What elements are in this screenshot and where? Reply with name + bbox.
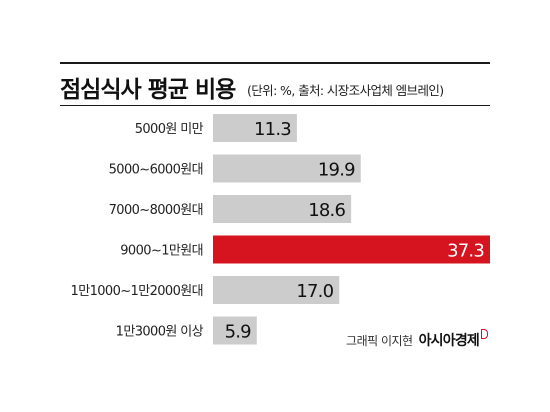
bar-value-label: 5.9 <box>225 322 252 343</box>
footer: 그래픽 이지현 아시아경제 <box>346 329 488 350</box>
bar-value-label: 11.3 <box>254 119 291 140</box>
graphic-credit: 그래픽 이지현 <box>346 334 413 348</box>
bar <box>213 195 352 223</box>
bar <box>213 114 297 142</box>
category-label: 5000~6000원대 <box>109 163 203 178</box>
bar-value-label: 37.3 <box>447 241 484 262</box>
bar-value-label: 18.6 <box>308 200 345 221</box>
brand-logo: 아시아경제 <box>418 333 480 349</box>
brand-mark-icon <box>481 329 488 339</box>
bar <box>213 154 361 183</box>
category-label: 1만1000~1만2000원대 <box>71 284 203 299</box>
category-label: 5000원 미만 <box>135 122 204 137</box>
chart-subtitle: (단위: %, 출처: 시장조사업체 엠브레인) <box>247 83 444 98</box>
top-rule <box>60 62 490 64</box>
bar-highlight <box>213 235 490 264</box>
bar <box>213 276 340 304</box>
bar <box>213 316 257 345</box>
category-label: 1만3000원 이상 <box>116 325 204 340</box>
bar-value-label: 19.9 <box>318 160 355 181</box>
chart-title: 점심식사 평균 비용 <box>60 77 236 103</box>
header-rule <box>60 105 490 106</box>
bar-value-label: 17.0 <box>296 281 333 302</box>
category-label: 7000~8000원대 <box>109 203 203 218</box>
category-label: 9000~1만원대 <box>120 244 203 259</box>
